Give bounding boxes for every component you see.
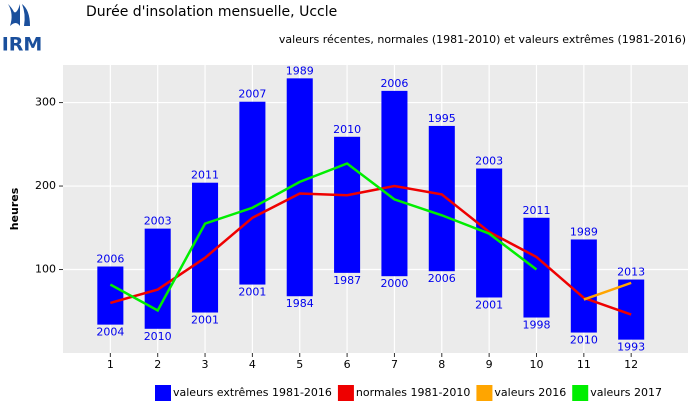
range-bar <box>618 279 645 340</box>
low-year-label: 1984 <box>286 297 314 310</box>
low-year-label: 1998 <box>522 319 550 332</box>
x-tick-label: 12 <box>624 358 638 371</box>
low-year-label: 2000 <box>380 277 408 290</box>
high-year-label: 2006 <box>96 253 124 266</box>
low-year-label: 1987 <box>333 274 361 287</box>
high-year-label: 1989 <box>286 64 314 77</box>
high-year-label: 2006 <box>380 77 408 90</box>
low-year-label: 2001 <box>238 286 266 299</box>
high-year-label: 1995 <box>428 112 456 125</box>
range-bar <box>523 217 550 318</box>
y-tick-label: 200 <box>35 179 56 192</box>
range-bar <box>334 136 361 273</box>
x-tick-label: 3 <box>202 358 209 371</box>
logo-text: IRM <box>2 34 43 56</box>
legend-label: valeurs 2016 <box>494 386 566 399</box>
low-year-label: 2006 <box>428 272 456 285</box>
x-tick-label: 8 <box>438 358 445 371</box>
chart-title: Durée d'insolation mensuelle, Uccle <box>86 4 337 20</box>
high-year-label: 2013 <box>617 266 645 279</box>
x-tick-label: 5 <box>296 358 303 371</box>
range-bar <box>239 101 266 285</box>
high-year-label: 2003 <box>144 215 172 228</box>
x-tick-label: 6 <box>344 358 351 371</box>
legend-label: valeurs 2017 <box>590 386 662 399</box>
legend-label: valeurs extrêmes 1981-2016 <box>173 386 332 399</box>
logo-shape <box>8 4 20 26</box>
chart-subtitle: valeurs récentes, normales (1981-2010) e… <box>279 33 686 46</box>
legend-swatch <box>476 385 493 401</box>
line <box>109 162 538 313</box>
line <box>110 184 632 316</box>
low-year-label: 2001 <box>191 314 219 327</box>
legend-swatch <box>155 385 171 401</box>
range-bar <box>570 239 597 333</box>
high-year-label: 2003 <box>475 155 503 168</box>
logo: IRM <box>2 4 43 56</box>
x-tick-label: 9 <box>486 358 493 371</box>
legend-label: normales 1981-2010 <box>356 386 471 399</box>
range-bar <box>428 125 455 272</box>
range-bar <box>192 182 219 313</box>
low-year-label: 2004 <box>96 326 124 339</box>
x-tick-label: 7 <box>391 358 398 371</box>
legend-swatch <box>572 385 589 401</box>
low-year-label: 2010 <box>144 330 172 343</box>
x-tick-label: 11 <box>577 358 591 371</box>
low-year-label: 1993 <box>617 341 645 354</box>
high-year-label: 2007 <box>238 88 266 101</box>
range-bar <box>144 228 171 329</box>
y-tick-label: 100 <box>35 263 56 276</box>
legend-swatch <box>337 385 354 401</box>
high-year-label: 2011 <box>522 204 550 217</box>
range-bar <box>97 266 124 325</box>
low-year-label: 2001 <box>475 298 503 311</box>
x-tick-label: 1 <box>107 358 114 371</box>
x-tick-label: 2 <box>154 358 161 371</box>
line <box>583 281 632 301</box>
y-tick-label: 300 <box>35 96 56 109</box>
logo-shape <box>22 4 30 26</box>
high-year-label: 1989 <box>570 225 598 238</box>
low-year-label: 2010 <box>570 334 598 347</box>
high-year-label: 2010 <box>333 123 361 136</box>
range-bar <box>381 90 408 277</box>
high-year-label: 2011 <box>191 169 219 182</box>
y-axis-label: heures <box>8 187 21 230</box>
x-tick-label: 10 <box>529 358 543 371</box>
x-tick-label: 4 <box>249 358 256 371</box>
